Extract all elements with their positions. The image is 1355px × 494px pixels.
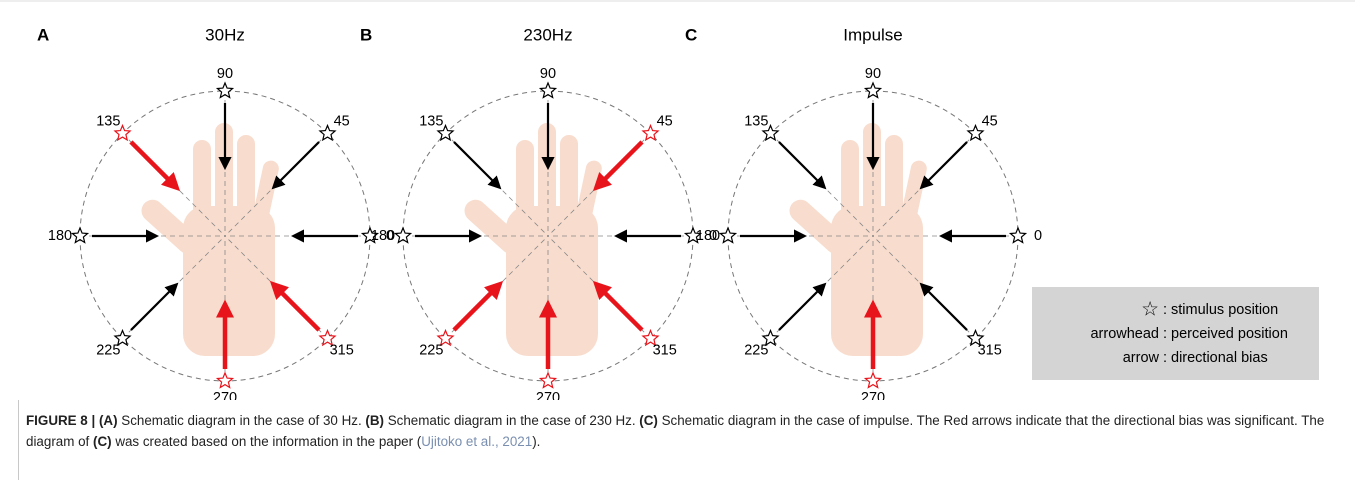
hand — [459, 123, 604, 356]
stimulus-star — [641, 328, 660, 347]
angle-label: 315 — [330, 342, 354, 358]
stimulus-star — [761, 328, 780, 347]
angle-label: 180 — [48, 228, 72, 244]
caption-plain: Schematic diagram in the case of 230 Hz. — [384, 413, 640, 428]
stimulus-star — [215, 371, 235, 389]
hand — [136, 123, 281, 356]
angle-label: 270 — [536, 390, 560, 400]
stimulus-star — [966, 328, 985, 347]
stimulus-star — [683, 226, 703, 244]
legend-separator: : — [1163, 326, 1167, 342]
legend-definition: perceived position — [1171, 326, 1288, 342]
caption-link[interactable]: Ujitoko et al., 2021 — [421, 434, 533, 449]
panel-title: 30Hz — [205, 25, 245, 44]
angle-label: 135 — [96, 113, 120, 129]
stimulus-star — [360, 226, 380, 244]
caption-plain: ). — [532, 434, 541, 449]
bias-arrow — [919, 282, 968, 331]
bias-arrow — [271, 141, 320, 190]
bias-arrow — [592, 140, 644, 192]
panel-letter: A — [37, 25, 49, 44]
stimulus-star — [436, 123, 455, 142]
panel-letter: C — [685, 25, 697, 44]
angle-label: 45 — [982, 113, 998, 129]
caption-plain: was created based on the information in … — [111, 434, 422, 449]
legend-definition: stimulus position — [1171, 302, 1278, 318]
bias-arrow — [453, 141, 502, 190]
bias-arrow — [269, 280, 321, 332]
angle-label: 90 — [540, 66, 556, 82]
bias-arrow — [919, 141, 968, 190]
bias-arrow — [592, 280, 644, 332]
caption-bold: FIGURE 8 | — [26, 413, 99, 428]
angle-label: 135 — [744, 113, 768, 129]
caption-rule — [18, 400, 19, 480]
caption-plain: Schematic diagram in the case of impulse… — [26, 413, 1325, 449]
angle-label: 135 — [419, 113, 443, 129]
angle-label: 90 — [217, 66, 233, 82]
angle-label: 180 — [696, 228, 720, 244]
panel-title: Impulse — [843, 25, 903, 44]
bias-arrow — [452, 280, 504, 332]
hand — [784, 123, 929, 356]
caption-plain: Schematic diagram in the case of 30 Hz. — [117, 413, 366, 428]
angle-label: 90 — [865, 66, 881, 82]
caption-bold: (C) — [639, 413, 658, 428]
stimulus-star — [1008, 226, 1028, 244]
panel-title: 230Hz — [523, 25, 572, 44]
legend-definition: directional bias — [1171, 350, 1268, 366]
angle-label: 270 — [861, 390, 885, 400]
caption: FIGURE 8 | (A) Schematic diagram in the … — [26, 410, 1326, 452]
caption-bold: (A) — [98, 413, 118, 428]
caption-bold: (B) — [365, 413, 384, 428]
bias-arrow — [778, 141, 827, 190]
legend-term: arrowhead — [1090, 326, 1159, 342]
angle-label: 225 — [419, 342, 443, 358]
panel-letter: B — [360, 25, 372, 44]
caption-bold: (C) — [93, 434, 112, 449]
stimulus-star — [863, 81, 883, 99]
legend-separator: : — [1163, 302, 1167, 318]
stimulus-star — [318, 123, 337, 142]
legend-term: arrow — [1123, 350, 1160, 366]
angle-label: 45 — [334, 113, 350, 129]
stimulus-star — [436, 328, 455, 347]
angle-label: 225 — [744, 342, 768, 358]
stimulus-star — [863, 371, 883, 389]
angle-label: 0 — [1034, 228, 1042, 244]
legend-box — [1032, 287, 1319, 380]
stimulus-star — [215, 81, 235, 99]
bias-arrow — [129, 140, 181, 192]
angle-label: 315 — [978, 342, 1002, 358]
bias-arrow — [778, 282, 827, 331]
legend-term: ☆ — [1141, 298, 1159, 320]
stimulus-star — [538, 371, 558, 389]
legend-separator: : — [1163, 350, 1167, 366]
angle-label: 315 — [653, 342, 677, 358]
bias-arrow — [130, 282, 179, 331]
figure: A 30Hz 0 45 90 135 180 225 270 315 B 230Hz 0 45 90 135 1… — [0, 0, 1355, 400]
stimulus-star — [966, 123, 985, 142]
angle-label: 45 — [657, 113, 673, 129]
stimulus-star — [70, 226, 90, 244]
stimulus-star — [761, 123, 780, 142]
stimulus-star — [538, 81, 558, 99]
angle-label: 225 — [96, 342, 120, 358]
stimulus-star — [113, 328, 132, 347]
angle-label: 180 — [371, 228, 395, 244]
stimulus-star — [641, 123, 660, 142]
angle-label: 270 — [213, 390, 237, 400]
stimulus-star — [718, 226, 738, 244]
angle-label: 0 — [386, 228, 394, 244]
stimulus-star — [113, 123, 132, 142]
stimulus-star — [318, 328, 337, 347]
stimulus-star — [393, 226, 413, 244]
angle-label: 0 — [709, 228, 717, 244]
